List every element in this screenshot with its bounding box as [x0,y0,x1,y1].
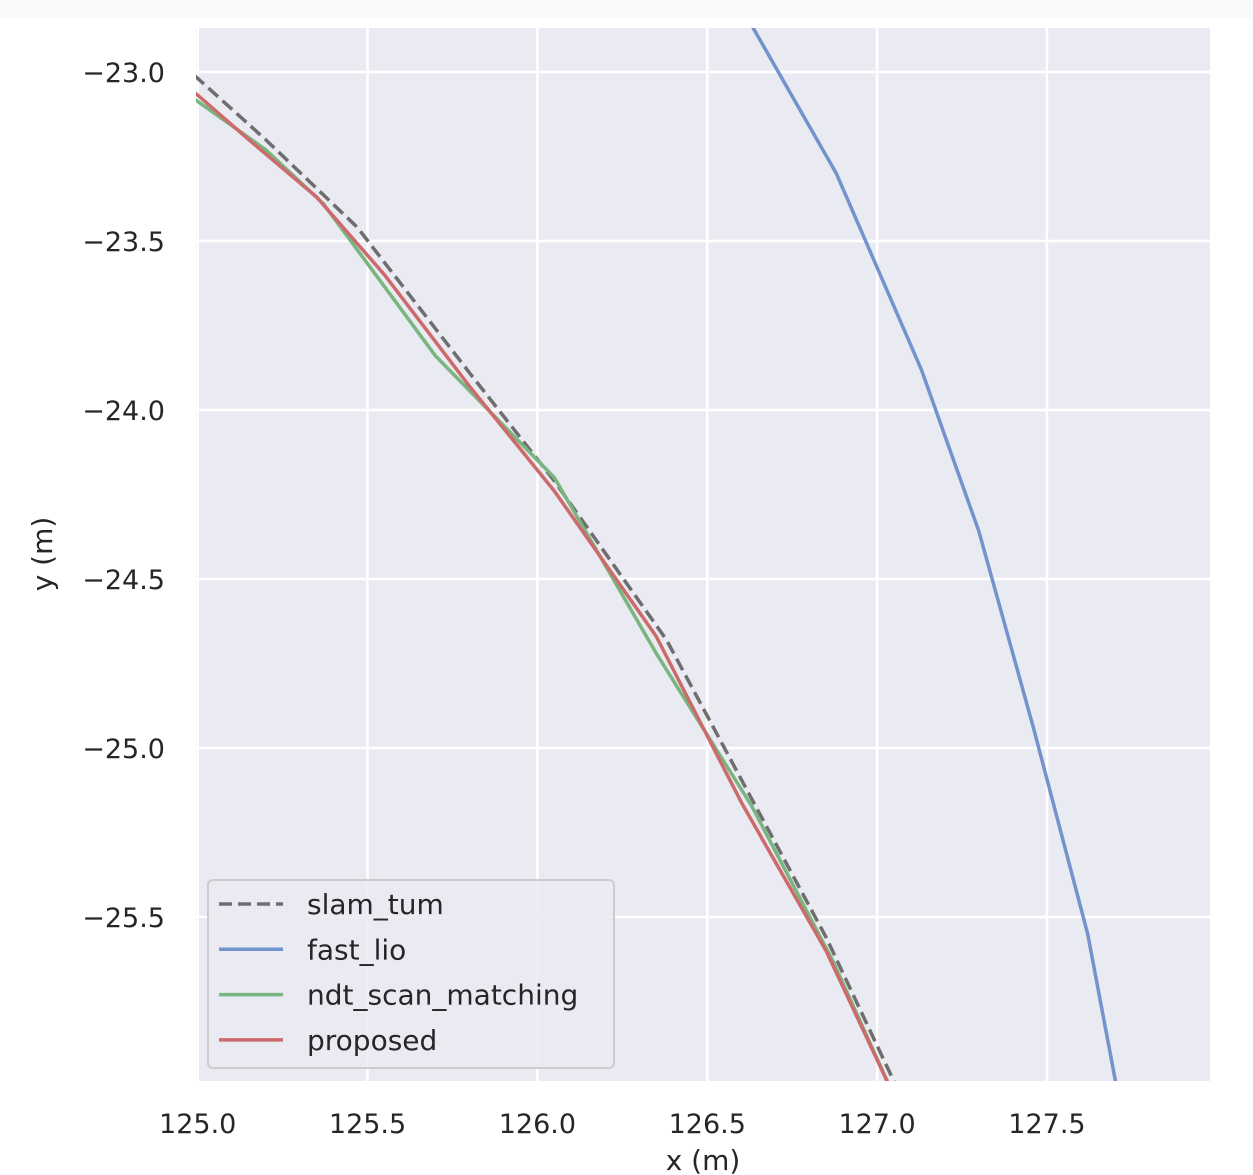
legend-label-ndt-scan-matching: ndt_scan_matching [307,979,578,1012]
series-line-ndt-scan-matching [196,98,890,1081]
y-tick-label: −25.0 [82,734,165,765]
top-bar [0,0,1253,18]
y-axis-title: y (m) [26,517,59,592]
series-line-fast-lio [751,28,1118,1081]
legend: slam_tum fast_lio ndt_scan_matchingpropose… [207,879,615,1069]
legend-box [207,879,615,1069]
legend-label-proposed: proposed [307,1024,437,1057]
x-tick-label: 127.0 [838,1109,915,1140]
y-tick-label: −24.0 [82,396,165,427]
y-tick-label: −23.5 [82,227,165,258]
x-tick-label: 127.5 [1008,1109,1085,1140]
legend-label-slam-tum: slam_tum [307,888,444,921]
y-tick-label: −24.5 [82,565,165,596]
x-tick-label: 125.5 [329,1109,406,1140]
y-tick-label: −23.0 [82,58,165,89]
y-tick-label: −25.5 [82,903,165,934]
x-tick-label: 125.0 [159,1109,236,1140]
legend-label-fast-lio: fast_lio [307,933,406,966]
x-tick-label: 126.5 [669,1109,746,1140]
x-tick-labels: 125.0 125.5 126.0 126.5 127.0 127.5 [159,1109,1086,1140]
grid-lines [196,28,1210,1081]
y-tick-labels: −23.0 −23.5 −24.0 −24.5 −25.0 −25.5 [82,58,165,934]
x-tick-label: 126.0 [499,1109,576,1140]
series-lines [196,28,1118,1081]
series-line-proposed [196,91,889,1081]
x-axis-title: x (m) [666,1144,741,1175]
